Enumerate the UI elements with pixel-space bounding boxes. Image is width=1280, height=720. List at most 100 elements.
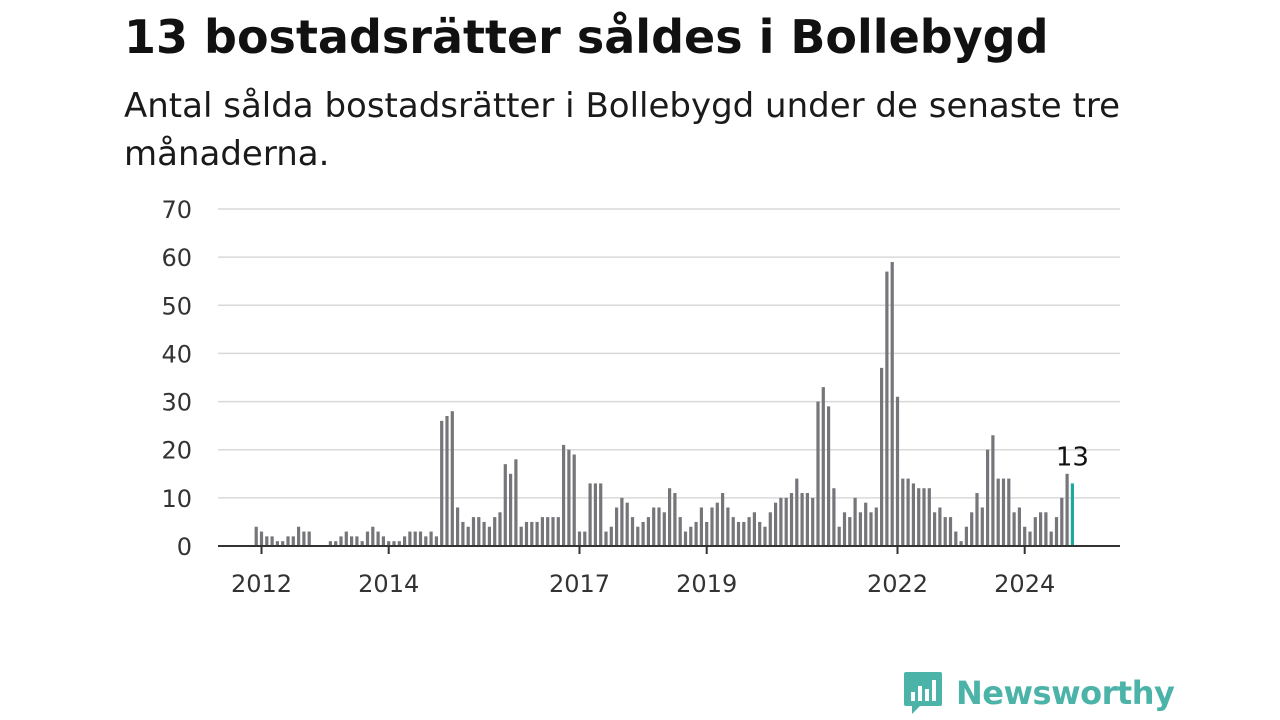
bar — [413, 531, 417, 546]
bar — [583, 531, 587, 546]
bar — [1023, 526, 1027, 546]
bar — [800, 493, 804, 546]
bar — [975, 493, 979, 546]
bar — [376, 531, 380, 546]
bar — [275, 541, 279, 546]
x-tick-label: 2017 — [549, 570, 610, 598]
bar — [811, 497, 815, 546]
bar — [774, 502, 778, 546]
bar — [895, 396, 900, 546]
y-tick-label: 30 — [161, 389, 192, 417]
bar — [683, 531, 688, 546]
bar — [789, 493, 794, 546]
bar — [694, 521, 698, 546]
bar — [355, 536, 359, 546]
bar — [604, 531, 608, 546]
bar — [752, 512, 756, 546]
bar — [270, 536, 274, 546]
bar — [392, 541, 396, 546]
bar — [922, 488, 926, 546]
bar — [620, 497, 624, 546]
bar — [673, 493, 677, 546]
bar — [689, 526, 693, 546]
bar — [381, 536, 385, 546]
bar — [747, 517, 751, 546]
bar — [938, 507, 942, 546]
bar — [577, 531, 582, 546]
bar — [842, 512, 847, 546]
bar — [328, 541, 332, 546]
bar — [551, 517, 555, 546]
bar — [853, 497, 857, 546]
bar — [498, 512, 502, 546]
bar — [917, 488, 921, 546]
bar — [397, 541, 401, 546]
bar — [450, 411, 454, 546]
newsworthy-logo-icon — [904, 672, 942, 714]
bar — [259, 531, 264, 546]
bar — [636, 526, 640, 546]
bar — [1044, 512, 1048, 546]
bar — [731, 517, 735, 546]
bar — [461, 521, 465, 546]
bar — [408, 531, 412, 546]
bar — [535, 521, 539, 546]
bar — [641, 521, 645, 546]
bar — [424, 536, 428, 546]
bar — [848, 517, 852, 546]
bar — [307, 531, 311, 546]
bar — [652, 507, 656, 546]
bar — [524, 521, 529, 546]
bar — [477, 517, 481, 546]
bar — [1028, 531, 1032, 546]
bar — [471, 517, 476, 546]
bar — [964, 526, 968, 546]
bar — [827, 406, 831, 546]
bar — [837, 526, 841, 546]
bar — [403, 536, 407, 546]
bar — [615, 507, 619, 546]
bar — [726, 507, 730, 546]
bar — [662, 512, 666, 546]
bar — [874, 507, 878, 546]
bar — [991, 435, 995, 546]
bar-highlight — [1070, 483, 1074, 546]
bar — [959, 541, 963, 546]
newsworthy-logo[interactable]: Newsworthy — [902, 670, 1175, 716]
bar — [440, 420, 444, 546]
bar — [599, 483, 603, 546]
bar — [954, 531, 958, 546]
x-axis: 2012 2014 2017 2019 2022 2024 — [218, 545, 1120, 598]
bar — [509, 473, 513, 546]
y-tick-label: 40 — [161, 340, 192, 368]
bar — [456, 507, 460, 546]
x-tick-label: 2012 — [231, 570, 292, 598]
bar — [630, 517, 635, 546]
bar — [869, 512, 873, 546]
bar — [1012, 512, 1016, 546]
y-tick-label: 60 — [161, 244, 192, 272]
bar — [816, 401, 820, 546]
y-tick-label: 0 — [177, 533, 192, 561]
bar — [1007, 478, 1011, 546]
bar — [901, 478, 905, 546]
bar — [880, 367, 884, 546]
bar — [996, 478, 1000, 546]
bar — [970, 512, 974, 546]
y-tick-label: 20 — [161, 437, 192, 465]
bar — [890, 261, 894, 546]
x-tick-label: 2019 — [676, 570, 737, 598]
bar — [657, 507, 661, 546]
bar — [758, 521, 762, 546]
bar — [302, 531, 306, 546]
bar — [986, 449, 990, 546]
bar — [519, 526, 523, 546]
bar — [705, 521, 709, 546]
bar — [1033, 517, 1037, 546]
bar — [493, 517, 497, 546]
bar — [1049, 531, 1053, 546]
bar — [567, 449, 571, 546]
bar — [646, 517, 650, 546]
bar — [365, 531, 370, 546]
